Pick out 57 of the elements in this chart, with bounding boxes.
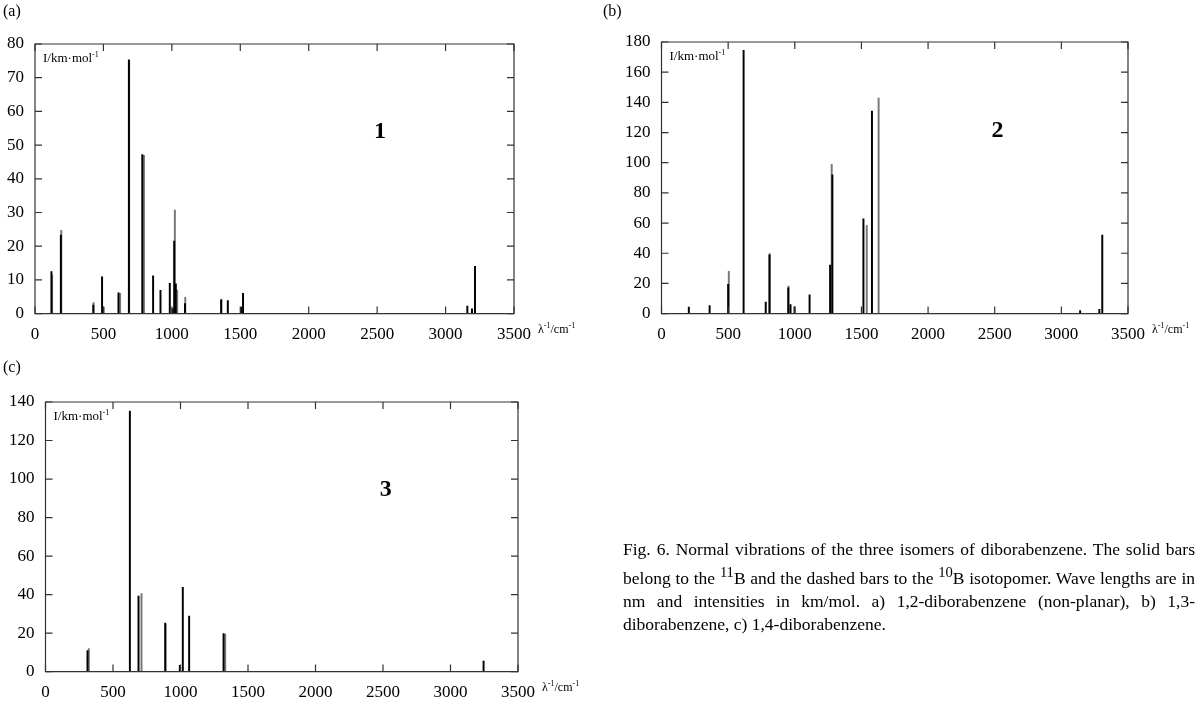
x-tick-label: 1500 xyxy=(223,324,258,344)
y-tick-label: 40 xyxy=(17,584,35,604)
y-tick-label: 0 xyxy=(26,661,35,681)
y-tick-label: 140 xyxy=(9,391,35,411)
x-tick-label: 2500 xyxy=(366,682,400,702)
y-tick-label: 80 xyxy=(17,507,35,527)
x-tick-label: 1000 xyxy=(154,324,189,344)
x-tick-label: 3000 xyxy=(1044,324,1079,344)
x-tick-label: 3000 xyxy=(428,324,463,344)
y-tick-label: 180 xyxy=(625,31,651,51)
x-tick-label: 1000 xyxy=(777,324,812,344)
x-tick-label: 3000 xyxy=(433,682,468,702)
y-tick-label: 20 xyxy=(17,622,35,642)
y-tick-label: 140 xyxy=(625,91,651,111)
y-tick-label: 30 xyxy=(7,201,24,221)
x-tick-label: 2500 xyxy=(977,324,1012,344)
x-tick-label: 2500 xyxy=(360,324,395,344)
x-tick-label: 2000 xyxy=(298,682,333,702)
x-tick-label: 500 xyxy=(715,324,741,344)
y-tick-label: 40 xyxy=(7,168,24,188)
y-tick-label: 20 xyxy=(7,235,24,255)
y-tick-label: 100 xyxy=(9,468,35,488)
x-tick-label: 0 xyxy=(41,682,50,702)
x-tick-label: 2000 xyxy=(291,324,326,344)
x-tick-label: 500 xyxy=(100,682,126,702)
y-tick-label: 60 xyxy=(17,545,35,565)
x-tick-label: 0 xyxy=(657,324,666,344)
x-tick-label: 3500 xyxy=(501,682,535,702)
x-tick-label: 3500 xyxy=(1111,324,1145,344)
y-tick-label: 20 xyxy=(633,272,651,292)
y-tick-label: 80 xyxy=(7,33,24,53)
y-tick-label: 10 xyxy=(7,269,24,289)
y-tick-label: 0 xyxy=(642,303,651,323)
chart-title: (c) xyxy=(3,358,21,376)
x-tick-label: 2000 xyxy=(911,324,946,344)
chart-title: (b) xyxy=(603,2,622,20)
annotation: 2 xyxy=(991,116,1004,143)
y-tick-label: 50 xyxy=(7,134,24,154)
x-tick-label: 1000 xyxy=(163,682,198,702)
y-tick-label: 80 xyxy=(633,182,651,202)
y-tick-label: 160 xyxy=(625,61,651,81)
x-tick-label: 1500 xyxy=(844,324,879,344)
annotation: 3 xyxy=(379,475,392,502)
y-tick-label: 120 xyxy=(625,122,651,141)
x-tick-label: 500 xyxy=(90,324,117,344)
y-tick-label: 100 xyxy=(625,152,651,172)
x-tick-label: 1500 xyxy=(231,682,265,702)
caption: Fig. 6. Normal vibrations of the three isomers of diborabenzene. The solid bars belong to the $^{11}$B and the dashed bars to the $^{10}$B isotopomer. Wave lengths are in nm and intensities in km/mol. a) 1,2-diborabenzene (non-planar), b) 1,3-diborabenzene, c) 1,4-diborabenzene. xyxy=(623,538,1195,636)
annotation: 1 xyxy=(373,117,386,144)
y-tick-label: 120 xyxy=(9,429,35,449)
chart-title: (a) xyxy=(3,2,21,20)
x-tick-label: 3500 xyxy=(497,324,531,344)
y-tick-label: 0 xyxy=(15,303,24,323)
y-tick-label: 40 xyxy=(633,242,651,262)
y-tick-label: 60 xyxy=(633,212,651,232)
y-tick-label: 60 xyxy=(7,100,24,120)
y-tick-label: 70 xyxy=(7,67,24,87)
